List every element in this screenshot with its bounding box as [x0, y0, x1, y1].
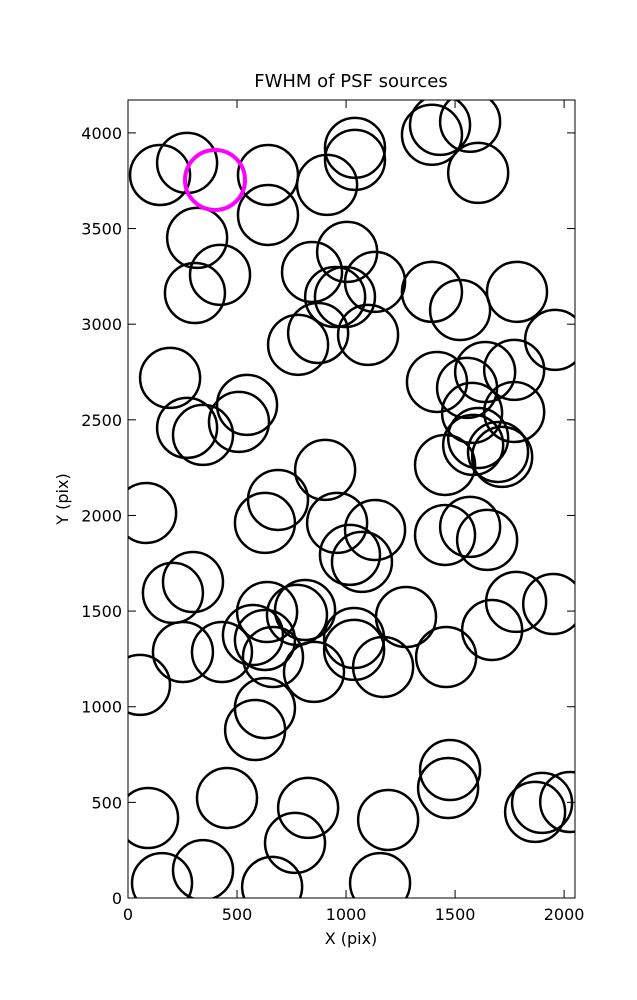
- source-circle: [171, 838, 235, 898]
- source-circle: [510, 771, 574, 835]
- y-tick-label: 2500: [81, 411, 122, 430]
- source-circle: [408, 100, 472, 157]
- y-axis-label: Y (pix): [53, 473, 72, 525]
- source-circle: [128, 653, 172, 717]
- y-tick-label: 3000: [81, 315, 122, 334]
- source-circle: [303, 265, 367, 329]
- source-circle: [293, 438, 357, 502]
- source-circle: [235, 580, 299, 644]
- source-circle: [246, 468, 310, 532]
- source-circle: [236, 183, 300, 247]
- source-circle: [521, 572, 575, 636]
- source-circle: [323, 116, 387, 180]
- source-circle: [233, 491, 297, 555]
- source-circle: [343, 498, 407, 562]
- source-circle: [400, 103, 464, 167]
- source-circle: [263, 811, 327, 875]
- source-circle: [128, 143, 192, 207]
- source-circle: [313, 265, 377, 329]
- source-circle: [163, 261, 227, 325]
- source-circle: [171, 403, 235, 467]
- source-circle: [266, 313, 330, 377]
- source-circle: [207, 390, 271, 454]
- plot-area: [128, 100, 575, 898]
- x-tick-label: 0: [123, 905, 133, 924]
- source-circle: [273, 578, 337, 642]
- x-tick-label: 500: [222, 905, 253, 924]
- source-circle: [413, 503, 477, 567]
- y-tick-label: 500: [91, 793, 122, 812]
- source-circle: [482, 338, 546, 402]
- source-circle: [323, 128, 387, 192]
- source-circle: [336, 303, 400, 367]
- source-circle: [348, 851, 412, 898]
- source-circle: [484, 570, 548, 634]
- source-circle: [418, 738, 482, 802]
- chart-title: FWHM of PSF sources: [254, 71, 448, 92]
- source-circle: [165, 206, 229, 270]
- y-tick-label: 1500: [81, 602, 122, 621]
- y-tick-label: 1000: [81, 698, 122, 717]
- source-circle: [343, 250, 407, 314]
- source-circle: [455, 508, 519, 572]
- source-circle: [470, 425, 534, 489]
- source-circle: [151, 620, 215, 684]
- source-circle: [280, 240, 344, 304]
- source-circle: [414, 625, 478, 689]
- source-circle: [190, 620, 254, 684]
- y-tick-label: 0: [112, 889, 122, 908]
- source-circle: [374, 585, 438, 649]
- source-circle: [538, 770, 575, 834]
- source-circle: [161, 550, 225, 614]
- x-axis-label: X (pix): [325, 929, 378, 948]
- y-tick-label: 2000: [81, 506, 122, 525]
- source-circle: [233, 608, 297, 672]
- source-circle: [195, 766, 259, 830]
- source-circle: [155, 396, 219, 460]
- source-circle: [183, 147, 248, 212]
- source-circle: [413, 433, 477, 497]
- source-circle: [138, 346, 202, 410]
- source-circle: [241, 625, 305, 689]
- source-circle: [265, 583, 329, 647]
- source-circle: [282, 640, 346, 704]
- source-circle: [438, 100, 502, 154]
- x-tick-label: 1500: [435, 905, 476, 924]
- source-circle: [446, 141, 510, 205]
- source-circle: [128, 786, 180, 850]
- source-circle: [215, 373, 279, 437]
- source-circle: [223, 698, 287, 762]
- x-tick-label: 1000: [326, 905, 367, 924]
- source-circle: [188, 243, 252, 307]
- source-circle: [286, 301, 350, 365]
- source-circle: [128, 481, 178, 545]
- source-circle: [482, 380, 546, 444]
- source-circle: [428, 278, 492, 342]
- source-circle: [322, 618, 386, 682]
- y-tick-label: 3500: [81, 220, 122, 239]
- source-circle: [485, 260, 549, 324]
- source-circle: [446, 406, 510, 470]
- y-tick-label: 4000: [81, 124, 122, 143]
- source-circle: [276, 776, 340, 840]
- axes-frame: [127, 99, 576, 899]
- source-circle: [221, 603, 285, 667]
- x-tick-label: 2000: [544, 905, 585, 924]
- source-circle: [438, 495, 502, 559]
- source-circle: [466, 420, 530, 484]
- source-circle: [318, 523, 382, 587]
- source-circle: [405, 350, 469, 414]
- source-circle: [356, 788, 420, 852]
- source-circle: [295, 153, 359, 217]
- source-circle: [460, 598, 524, 662]
- source-circle: [416, 756, 480, 820]
- source-circle: [240, 855, 304, 898]
- source-circle: [523, 308, 575, 372]
- source-circle: [503, 780, 567, 844]
- source-circle: [130, 851, 194, 898]
- source-circle: [440, 381, 504, 445]
- source-circle: [305, 491, 369, 555]
- source-circle: [330, 530, 394, 594]
